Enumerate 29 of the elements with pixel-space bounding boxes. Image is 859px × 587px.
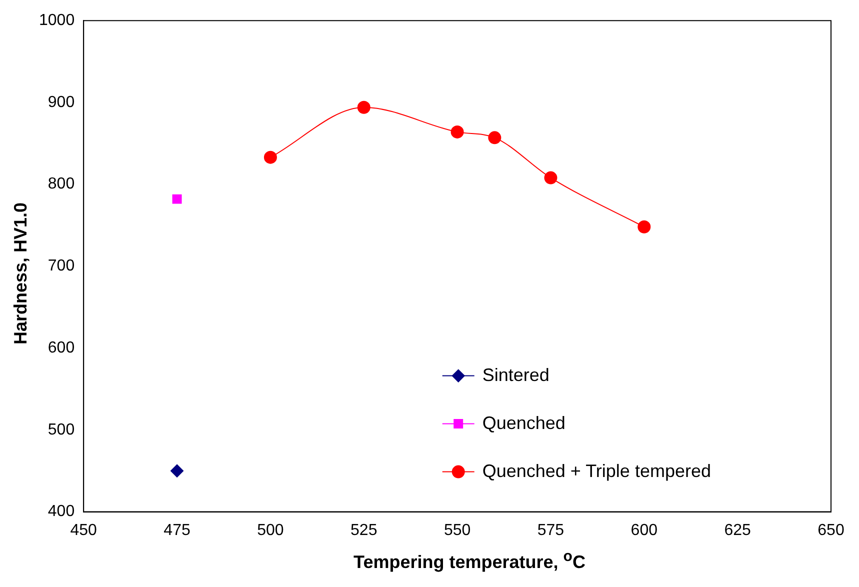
legend-label: Quenched + Triple tempered: [482, 460, 711, 481]
point: [638, 220, 651, 234]
y-tick-label: 900: [48, 94, 75, 111]
point: [172, 194, 182, 204]
point: [264, 150, 277, 164]
point: [544, 171, 558, 184]
legend-label: Sintered: [482, 364, 550, 385]
point: [357, 100, 370, 114]
x-tick-label: 650: [818, 522, 844, 539]
y-tick-label: 500: [48, 421, 75, 438]
point: [170, 464, 184, 478]
y-tick-label: 1000: [39, 12, 75, 30]
legend-label: Quenched: [482, 412, 566, 433]
point: [488, 131, 502, 144]
x-tick-label: 625: [724, 522, 752, 539]
x-tick-label: 500: [257, 522, 284, 539]
x-tick-label: 575: [537, 522, 564, 539]
x-tick-label: 450: [70, 522, 98, 539]
x-tick-label: 475: [164, 522, 190, 539]
y-tick-label: 700: [48, 258, 75, 275]
y-tick-label: 600: [48, 339, 75, 356]
point: [450, 125, 464, 138]
y-tick-label: 800: [48, 176, 75, 193]
x-tick-label: 550: [444, 522, 471, 539]
x-tick-label: 525: [350, 522, 378, 539]
y-tick-label: 400: [48, 503, 75, 520]
x-axis-title: Tempering temperature, $^{o}$C: [352, 548, 586, 573]
y-axis-title: Hardness, HV1.0: [10, 202, 32, 344]
x-tick-label: 600: [630, 522, 658, 539]
